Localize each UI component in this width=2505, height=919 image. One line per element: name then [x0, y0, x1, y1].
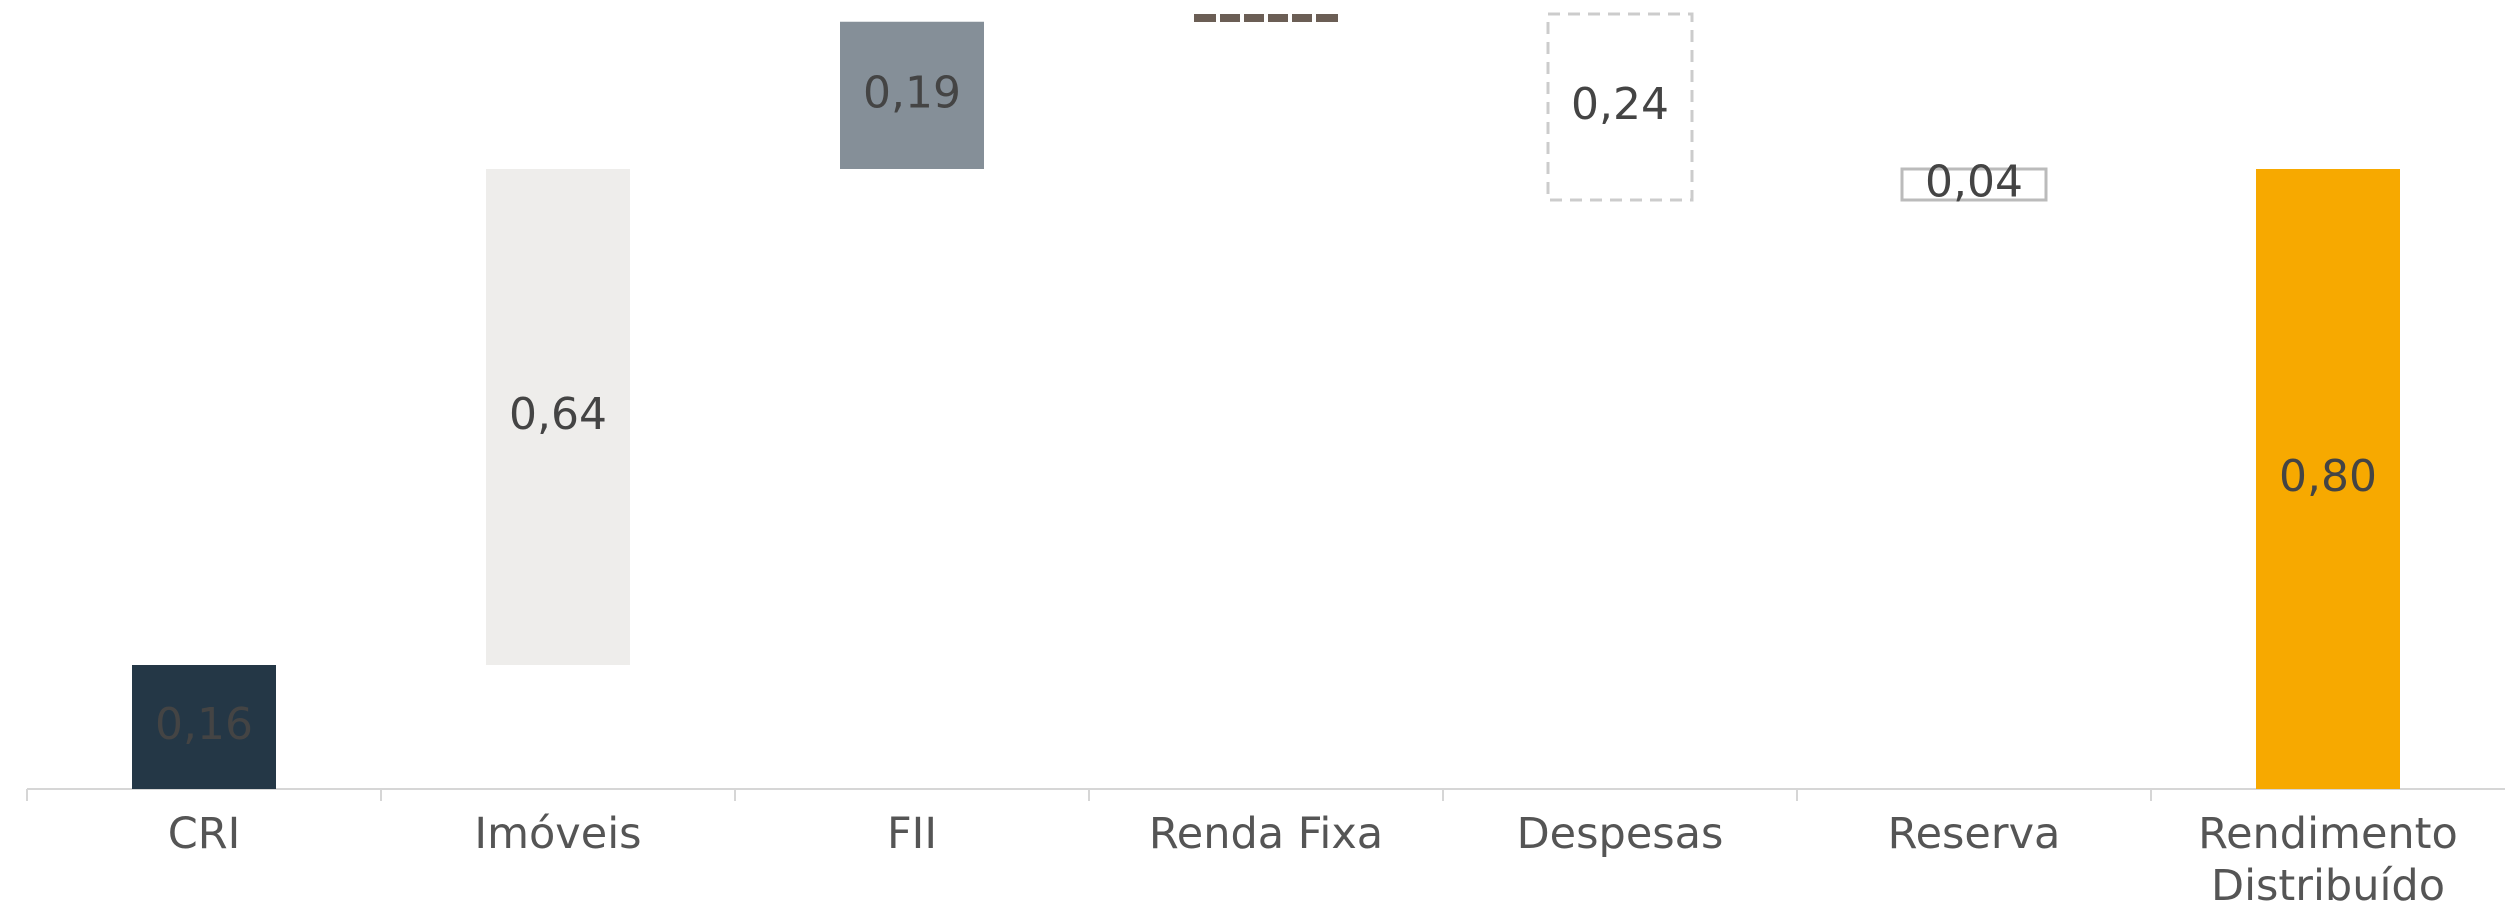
bar [1546, 12, 1694, 202]
value-label: 0,24 [1571, 79, 1669, 130]
bar [1900, 167, 2048, 202]
x-tick-label: Rendimento Distribuído [2198, 809, 2458, 911]
x-tick-label: Renda Fixa [1148, 809, 1384, 859]
x-tick-label: Despesas [1516, 809, 1724, 859]
x-tick-label: CRI [167, 809, 241, 859]
value-label: 0,04 [1925, 157, 2023, 208]
bar [132, 665, 276, 789]
bar [2256, 169, 2400, 789]
bar [840, 21, 984, 169]
value-label: 0,19 [863, 67, 961, 118]
x-tick-label: Reserva [1887, 809, 2061, 859]
x-tick-label: FII [886, 809, 938, 859]
value-label: 0,80 [2279, 451, 2377, 502]
value-label: 0,64 [509, 389, 607, 440]
value-label: 0,16 [155, 699, 253, 750]
bar [486, 169, 630, 665]
x-tick-label: Imóveis [474, 809, 642, 859]
